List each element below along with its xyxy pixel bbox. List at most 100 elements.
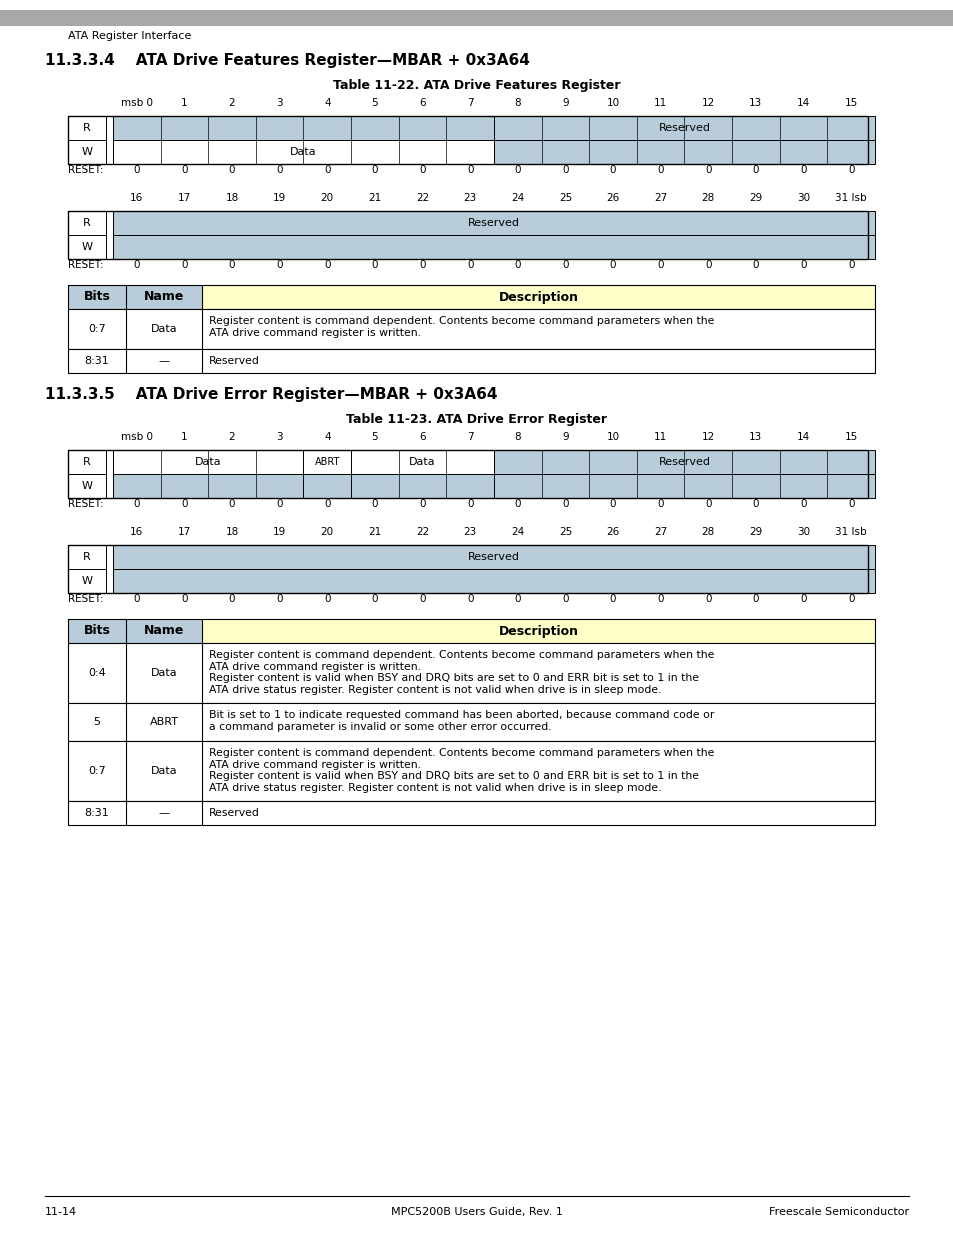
Text: 0: 0 <box>752 165 759 175</box>
Text: R: R <box>83 124 91 133</box>
Text: R: R <box>83 457 91 467</box>
Text: 18: 18 <box>225 193 238 203</box>
Text: 0: 0 <box>276 594 283 604</box>
Text: Data: Data <box>151 668 177 678</box>
Text: Reserved: Reserved <box>658 457 710 467</box>
Text: 14: 14 <box>796 432 809 442</box>
Bar <box>202 802 874 825</box>
Bar <box>68 309 126 350</box>
Text: Table 11-23. ATA Drive Error Register: Table 11-23. ATA Drive Error Register <box>346 412 607 426</box>
Bar <box>68 140 106 164</box>
Text: 7: 7 <box>466 432 473 442</box>
Text: W: W <box>81 242 92 252</box>
Text: 8:31: 8:31 <box>85 808 110 818</box>
Text: MPC5200B Users Guide, Rev. 1: MPC5200B Users Guide, Rev. 1 <box>391 1207 562 1216</box>
Text: 0: 0 <box>514 165 520 175</box>
Text: 0: 0 <box>133 499 140 509</box>
Bar <box>126 619 202 643</box>
Text: 15: 15 <box>843 432 857 442</box>
Text: 0: 0 <box>561 594 568 604</box>
Text: 0: 0 <box>609 165 616 175</box>
Bar <box>68 619 126 643</box>
Bar <box>112 474 303 498</box>
Text: 28: 28 <box>701 527 714 537</box>
Bar <box>126 285 202 309</box>
Text: 12: 12 <box>701 98 714 107</box>
Text: 0: 0 <box>276 499 283 509</box>
Text: Data: Data <box>151 766 177 776</box>
Text: 0: 0 <box>419 165 425 175</box>
Text: 0: 0 <box>847 165 854 175</box>
Text: R: R <box>83 219 91 228</box>
Bar <box>494 450 874 474</box>
Text: 0: 0 <box>800 594 806 604</box>
Text: 0: 0 <box>752 499 759 509</box>
Text: 23: 23 <box>463 527 476 537</box>
Bar <box>126 350 202 373</box>
Text: 27: 27 <box>654 527 666 537</box>
Text: 20: 20 <box>320 527 334 537</box>
Bar <box>202 309 874 350</box>
Bar <box>202 703 874 741</box>
Text: 11.3.3.5    ATA Drive Error Register—MBAR + 0x3A64: 11.3.3.5 ATA Drive Error Register—MBAR +… <box>45 388 497 403</box>
Text: 0: 0 <box>561 261 568 270</box>
Bar <box>68 450 106 474</box>
Bar <box>68 703 874 741</box>
Text: 20: 20 <box>320 193 334 203</box>
Bar <box>68 545 106 569</box>
Bar <box>68 703 126 741</box>
Text: 0: 0 <box>276 261 283 270</box>
Bar <box>126 703 202 741</box>
Text: 0:7: 0:7 <box>88 324 106 333</box>
Text: Description: Description <box>498 625 578 637</box>
Bar <box>126 741 202 802</box>
Text: 30: 30 <box>796 193 809 203</box>
Text: Reserved: Reserved <box>209 808 259 818</box>
Bar <box>68 285 126 309</box>
Text: 0: 0 <box>372 261 377 270</box>
Text: 22: 22 <box>416 527 429 537</box>
Text: W: W <box>81 480 92 492</box>
Text: 16: 16 <box>130 527 143 537</box>
Text: 29: 29 <box>748 527 761 537</box>
Text: 0: 0 <box>514 261 520 270</box>
Text: 11.3.3.4    ATA Drive Features Register—MBAR + 0x3A64: 11.3.3.4 ATA Drive Features Register—MBA… <box>45 53 529 68</box>
Bar <box>68 211 867 259</box>
Text: 0: 0 <box>514 594 520 604</box>
Text: 1: 1 <box>181 98 188 107</box>
Text: 0: 0 <box>561 499 568 509</box>
Bar <box>68 474 106 498</box>
Text: 0: 0 <box>324 165 331 175</box>
Text: Bits: Bits <box>84 290 111 304</box>
Text: 13: 13 <box>748 432 761 442</box>
Bar <box>68 211 106 235</box>
Bar <box>68 350 126 373</box>
Text: 4: 4 <box>324 432 331 442</box>
Text: 7: 7 <box>466 98 473 107</box>
Text: Reserved: Reserved <box>658 124 710 133</box>
Bar <box>68 450 867 498</box>
Text: —: — <box>158 808 170 818</box>
Text: RESET:: RESET: <box>68 261 103 270</box>
Bar <box>68 545 867 593</box>
Text: 18: 18 <box>225 527 238 537</box>
Text: 3: 3 <box>276 98 283 107</box>
Text: 6: 6 <box>418 432 425 442</box>
Text: 25: 25 <box>558 527 572 537</box>
Text: RESET:: RESET: <box>68 594 103 604</box>
Text: 0: 0 <box>657 261 663 270</box>
Text: 12: 12 <box>701 432 714 442</box>
Text: 0: 0 <box>419 594 425 604</box>
Bar <box>202 285 874 309</box>
Bar <box>112 211 874 235</box>
Bar <box>202 741 874 802</box>
Text: Name: Name <box>144 625 184 637</box>
Text: 8:31: 8:31 <box>85 356 110 366</box>
Text: 0: 0 <box>466 594 473 604</box>
Text: 21: 21 <box>368 193 381 203</box>
Text: 5: 5 <box>93 718 100 727</box>
Text: 0: 0 <box>847 261 854 270</box>
Bar <box>494 116 874 140</box>
Text: 30: 30 <box>796 527 809 537</box>
Text: ABRT: ABRT <box>150 718 178 727</box>
